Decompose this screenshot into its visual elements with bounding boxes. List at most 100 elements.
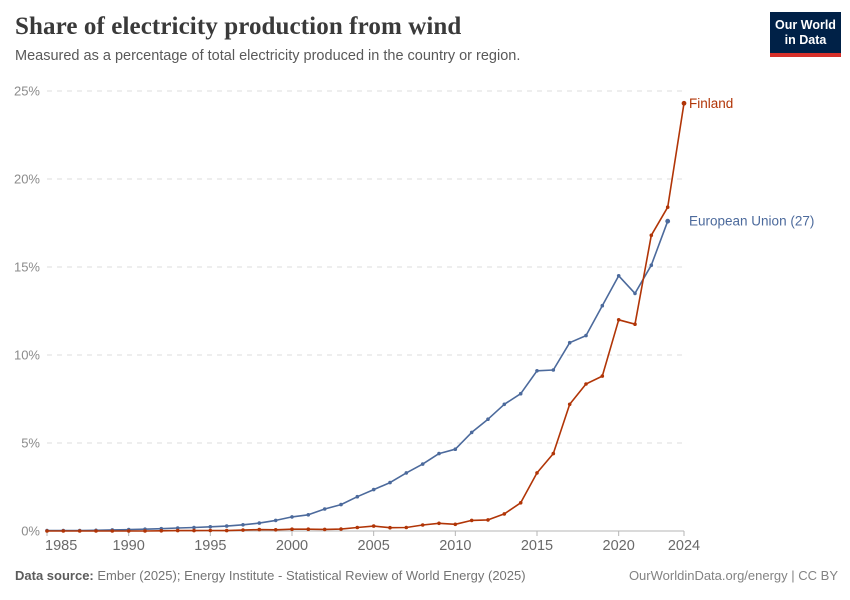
european-union-27-point [306,513,311,517]
european-union-27-point [339,502,343,507]
european-union-27-point [518,391,523,396]
european-union-27-point [192,525,196,530]
chart-footer: Data source: Ember (2025); Energy Instit… [15,568,838,583]
finland-point [371,524,376,528]
finland-point [339,527,343,531]
finland-point [61,529,66,533]
european-union-27-point [551,368,556,372]
page-title: Share of electricity production from win… [15,13,462,40]
finland-point [600,374,605,378]
european-union-27-point [224,524,229,528]
finland-point [665,205,670,209]
finland-point [551,451,556,456]
y-axis-tick-label: 0% [21,524,40,539]
european-union-27-point [290,515,294,519]
european-union-27-point [535,369,539,373]
finland-point [322,527,327,532]
finland-point [94,529,98,533]
european-union-27-point [355,494,360,499]
x-axis-tick-label: 2020 [603,538,635,554]
european-union-27-point [322,507,327,511]
european-union-27-point [567,340,572,345]
finland-point [306,527,311,531]
finland-point [175,528,180,533]
finland-point [567,402,572,407]
finland-point [126,529,131,533]
chart-subtitle: Measured as a percentage of total electr… [15,48,521,64]
finland-point [649,233,654,238]
finland-point [192,528,196,533]
finland-point [257,527,262,532]
x-axis-tick-label: 2015 [521,538,553,554]
finland-point [273,528,278,532]
finland-point [453,522,458,527]
x-axis-tick-label: 1990 [113,538,145,554]
european-union-27-point [371,487,376,492]
european-union-27-point [486,417,490,422]
finland-point [241,528,245,532]
y-axis-tick-label: 20% [14,172,40,187]
european-union-27-point [502,402,507,407]
european-union-27-line [46,220,669,532]
european-union-27-series-label[interactable]: European Union (27) [689,214,814,229]
line-chart-canvas[interactable]: 0% 5% 10% 15% 20% 25% 1985 1990 1995 2000 2005 2010… [0,82,850,562]
finland-point [208,528,213,533]
y-axis-tick-label: 10% [14,348,40,363]
finland-point [469,518,474,523]
european-union-27-point [175,526,180,530]
x-axis-tick-label: 2000 [276,538,308,554]
y-axis-tick-label: 5% [21,436,40,451]
data-source-note: Data source: Ember (2025); Energy Instit… [15,568,526,583]
owid-logo-line1: Our World [775,18,836,32]
european-union-27-point [437,451,441,456]
finland-line [46,102,685,532]
finland-point [224,528,229,533]
finland-point [535,471,539,475]
chart-header: Share of electricity production from win… [15,13,750,64]
european-union-27-point [388,480,392,485]
finland-point [45,529,49,533]
european-union-27-point [404,471,409,475]
finland-point [681,100,687,106]
data-source-text: Ember (2025); Energy Institute - Statist… [93,568,526,583]
european-union-27-point [600,303,605,308]
finland-point [518,501,523,505]
european-union-27-point [633,291,637,296]
finland-point [616,318,621,322]
european-union-27-point [273,518,278,523]
finland-point [404,525,409,530]
european-union-27-point [616,274,621,278]
finland-point [388,525,392,530]
european-union-27-point [453,447,458,452]
finland-point [355,525,360,530]
finland-series-label[interactable]: Finland [689,96,733,111]
finland-point [77,529,82,533]
owid-logo-line2: in Data [784,32,827,47]
x-axis-tick-label: 2024 [668,538,700,554]
x-axis-tick-label: 1995 [194,538,226,554]
owid-logo[interactable]: Our World in Data [770,12,841,57]
finland-point [110,529,115,533]
finland-point [290,527,294,531]
european-union-27-point [649,263,654,267]
x-axis-tick-label: 2010 [439,538,471,554]
european-union-27-point [665,218,671,224]
european-union-27-point [208,525,213,529]
european-union-27-point [420,462,425,466]
x-axis-tick-label: 1985 [45,538,77,554]
european-union-27-point [584,333,588,338]
owid-cc-link[interactable]: OurWorldinData.org/energy | CC BY [628,568,838,583]
x-axis-tick-label: 2005 [358,538,390,554]
finland-point [584,382,588,386]
european-union-27-point [241,523,245,527]
y-axis-tick-label: 15% [14,260,40,275]
european-union-27-point [469,430,474,435]
finland-point [143,529,147,533]
finland-point [437,521,441,526]
finland-point [159,529,164,533]
finland-point [502,512,507,516]
finland-point [420,523,425,527]
european-union-27-point [257,521,262,525]
y-axis-tick-label: 25% [14,84,40,99]
